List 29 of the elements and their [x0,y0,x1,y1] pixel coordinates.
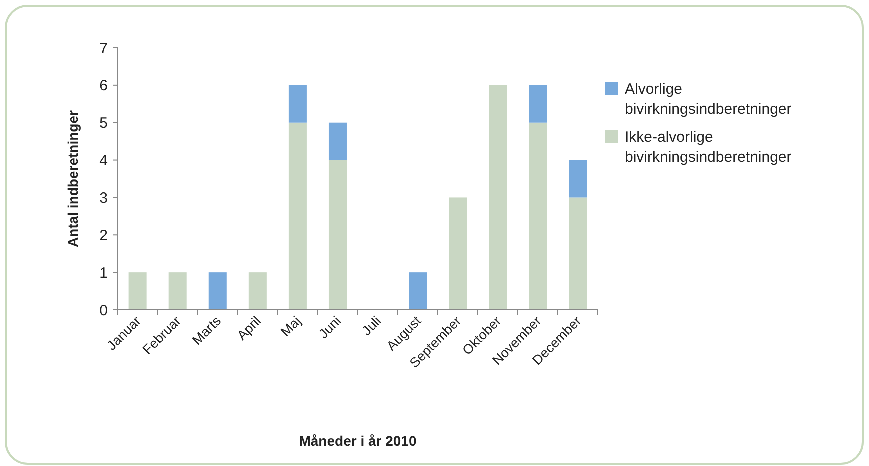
y-axis-title: Antal indberetninger [65,110,81,248]
bar [529,122,548,310]
x-tick-label: Juli [359,314,384,338]
bar [569,160,588,198]
bar [529,85,548,123]
y-tick-label: 0 [100,302,108,320]
y-tick-label: 4 [100,152,108,170]
y-tick-label: 2 [100,227,108,244]
x-tick-label: Maj [278,314,304,340]
y-tick-label: 3 [100,190,108,207]
y-tick-label: 1 [100,264,108,282]
y-tick-label: 6 [100,78,108,95]
y-tick-label: 7 [100,40,108,58]
x-axis-title: Måneder i år 2010 [299,433,417,449]
bar [569,198,588,310]
bar [328,122,347,160]
legend-label: Alvorlige bivirkningsindberetninger [625,81,792,118]
bar [288,122,307,310]
bar [489,85,508,310]
bar [449,198,468,310]
bar [168,272,187,310]
bar [128,272,147,310]
bar [328,160,347,310]
y-tick-label: 5 [100,115,108,132]
legend-label: Ikke-alvorlige bivirkningsindberetninger [625,129,792,166]
bar [288,85,307,123]
bar [409,272,428,310]
bar [208,272,227,310]
bar [248,272,267,310]
